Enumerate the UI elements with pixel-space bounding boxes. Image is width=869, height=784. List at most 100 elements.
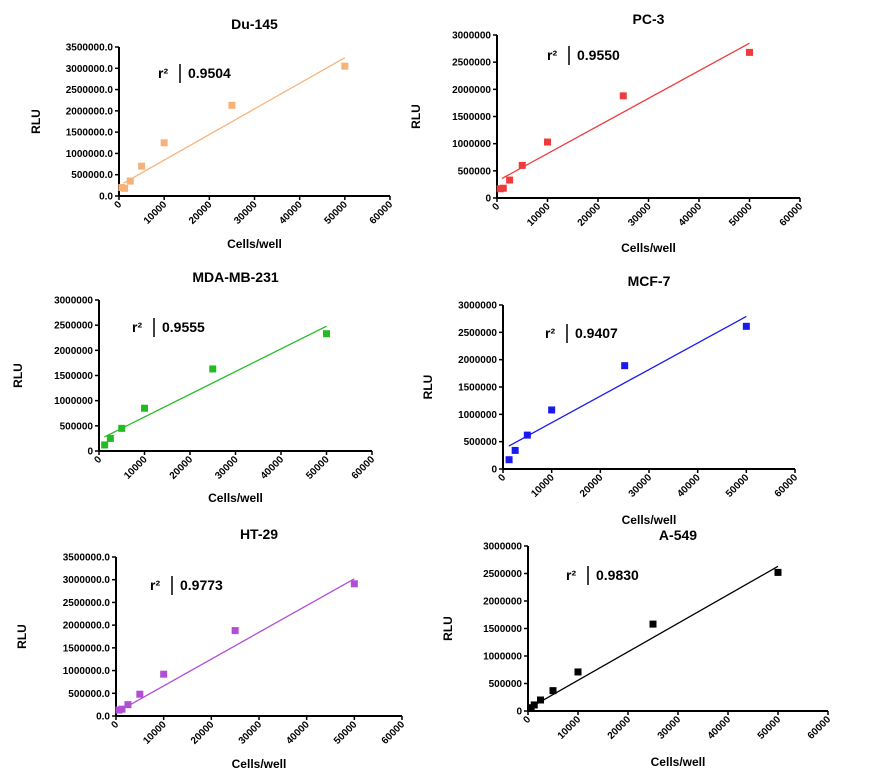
regression-line (123, 57, 346, 184)
x-tick-label: 30000 (627, 472, 655, 500)
x-tick-label: 40000 (675, 472, 703, 500)
x-tick-label: 0 (521, 714, 533, 726)
x-tick-label: 30000 (232, 199, 260, 227)
x-tick-label: 30000 (213, 454, 241, 482)
r2-value: 0.9830 (596, 567, 639, 583)
y-tick-label: 1000000 (54, 396, 93, 407)
data-point (124, 701, 132, 709)
y-tick-label: 1000000.0 (66, 149, 114, 160)
chart-panel-a-549: A-54905000001000000150000020000002500000… (441, 527, 833, 769)
x-tick-label: 10000 (122, 454, 150, 482)
y-tick-label: 500000.0 (68, 689, 110, 700)
chart-panel-du-145: Du-145 0.0 500000.0 1000000.0 1500000.0 20000… (29, 16, 395, 251)
y-tick-label: 1000000 (483, 652, 522, 663)
data-point (160, 139, 168, 147)
x-tick-label: 60000 (350, 454, 378, 482)
data-point (231, 627, 239, 635)
data-point (499, 184, 507, 192)
y-tick-label: 1000000 (452, 139, 491, 150)
y-tick-label: 0 (87, 447, 93, 458)
y-tick-label: 2000000 (54, 346, 93, 357)
y-tick-label: 1500000 (483, 624, 522, 635)
x-tick-label: 20000 (187, 199, 215, 227)
y-tick-label: 0 (485, 194, 491, 205)
y-axis-label: RLU (421, 375, 435, 400)
regression-line (501, 42, 750, 180)
regression-line (508, 315, 747, 447)
y-tick-label: 3000000 (483, 542, 522, 553)
y-tick-label: 2500000.0 (63, 598, 111, 609)
y-tick-label: 1000000 (458, 410, 497, 421)
r2-value: 0.9773 (180, 577, 223, 593)
x-tick-label: 10000 (525, 201, 553, 229)
x-tick-label: 40000 (259, 454, 287, 482)
x-tick-label: 10000 (141, 719, 169, 747)
x-tick-label: 10000 (556, 714, 584, 742)
x-tick-label: 60000 (380, 719, 408, 747)
y-tick-label: 0 (491, 465, 497, 476)
x-tick-label: 60000 (778, 201, 806, 229)
data-point (228, 101, 236, 109)
chart-title: A-549 (659, 527, 697, 543)
data-point (774, 568, 782, 576)
data-point (537, 696, 544, 704)
x-tick-label: 30000 (656, 714, 684, 742)
data-point (141, 404, 148, 412)
r2-label: r² (158, 65, 168, 81)
y-tick-label: 500000 (458, 166, 492, 177)
x-axis-label: Cells/well (232, 757, 287, 771)
regression-line (119, 578, 355, 712)
x-tick-label: 40000 (277, 199, 305, 227)
r2-label: r² (566, 567, 576, 583)
x-tick-label: 50000 (727, 201, 755, 229)
x-tick-label: 20000 (576, 201, 604, 229)
x-tick-label: 50000 (332, 719, 360, 747)
data-point (621, 362, 629, 370)
r2-value: 0.9555 (162, 319, 205, 335)
data-point (505, 456, 513, 464)
y-axis-label: RLU (441, 616, 455, 641)
chart-title: Du-145 (231, 16, 278, 32)
y-tick-label: 2000000.0 (66, 106, 114, 117)
data-point (323, 330, 330, 338)
data-point (523, 431, 531, 439)
y-tick-label: 3500000.0 (63, 553, 111, 564)
y-tick-label: 3500000.0 (66, 43, 114, 54)
y-tick-label: 500000 (489, 679, 523, 690)
data-point (106, 434, 114, 442)
r2-value: 0.9504 (188, 65, 231, 81)
x-axis-label: Cells/well (208, 491, 263, 505)
data-point (341, 62, 349, 70)
y-tick-label: 1000000.0 (63, 666, 111, 677)
data-point (549, 687, 557, 695)
chart-panel-pc-3: PC-3050000010000001500000200000025000003… (409, 11, 805, 255)
data-point (619, 92, 627, 100)
x-tick-label: 20000 (168, 454, 196, 482)
x-tick-label: 60000 (806, 714, 834, 742)
x-axis-label: Cells/well (622, 513, 677, 527)
y-tick-label: 0 (516, 707, 522, 718)
y-axis-label: RLU (15, 624, 29, 649)
y-tick-label: 3000000 (54, 296, 93, 307)
x-tick-label: 10000 (142, 199, 170, 227)
x-tick-label: 0 (109, 719, 121, 731)
chart-title: HT-29 (240, 526, 278, 542)
data-point (530, 701, 538, 709)
x-tick-label: 40000 (677, 201, 705, 229)
x-tick-label: 50000 (304, 454, 332, 482)
data-point (544, 138, 551, 146)
y-tick-label: 1500000 (54, 371, 93, 382)
data-point (121, 184, 129, 192)
r2-label: r² (545, 325, 555, 341)
y-tick-label: 3000000 (458, 301, 497, 312)
chart-panel-mda-mb-231: MDA-MB-231050000010000001500000200000025… (11, 269, 377, 505)
y-tick-label: 2500000 (452, 58, 491, 69)
data-point (136, 690, 144, 698)
regression-line (527, 565, 779, 710)
x-tick-label: 50000 (724, 472, 752, 500)
y-axis-label: RLU (11, 363, 25, 388)
x-tick-label: 40000 (284, 719, 312, 747)
data-point (118, 705, 126, 713)
chart-panel-ht-29: HT-290.0500000.01000000.01500000.0200000… (15, 526, 407, 771)
